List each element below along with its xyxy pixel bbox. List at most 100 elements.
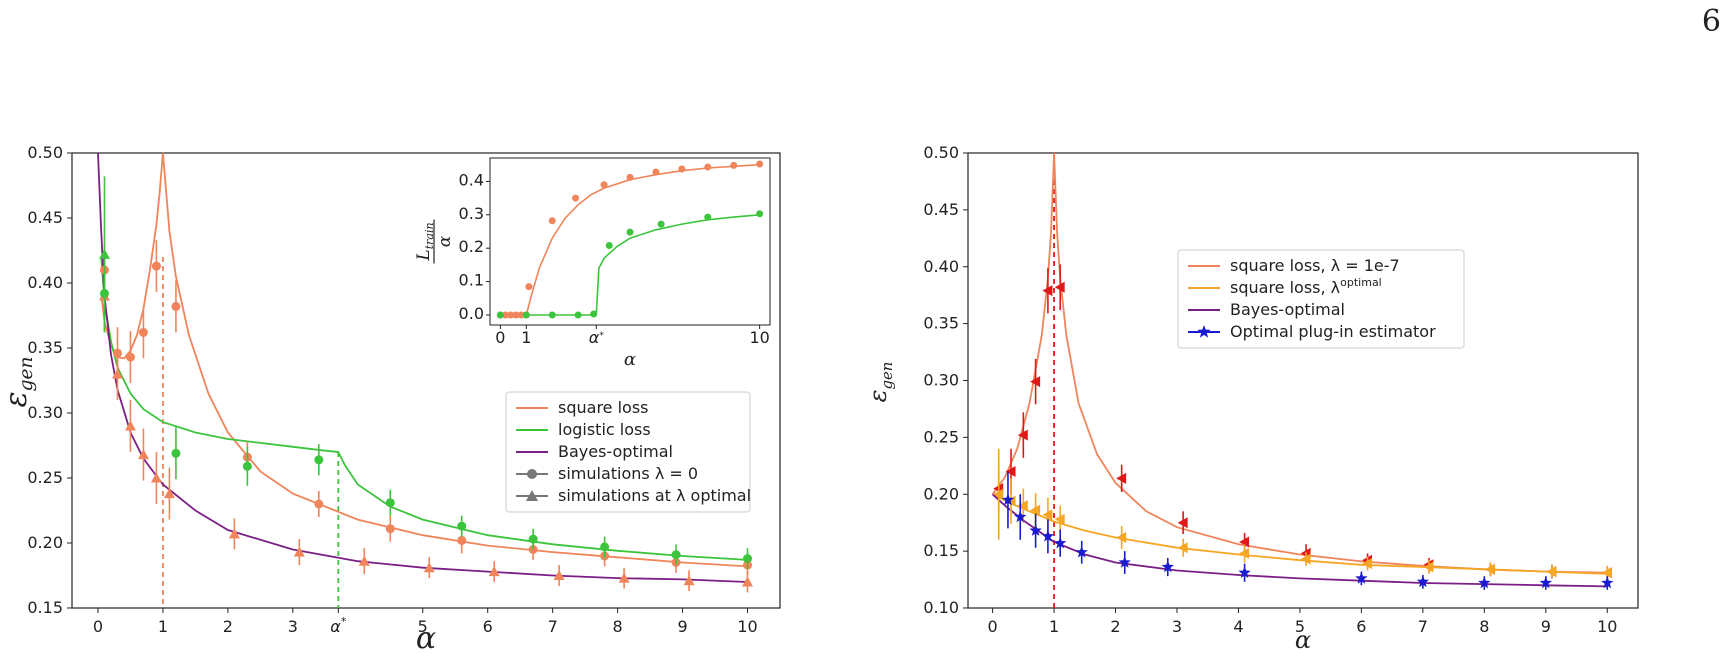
y-tick-label: 0.20 <box>923 484 959 503</box>
y-tick-label: 0.30 <box>27 403 63 422</box>
data-point <box>1054 536 1067 549</box>
data-point <box>1355 571 1368 584</box>
inset-data-point <box>605 242 613 250</box>
y-tick-label: 0.40 <box>923 257 959 276</box>
data-point <box>293 546 305 557</box>
inset-x-tick-label: 10 <box>749 328 769 347</box>
data-point <box>171 448 181 458</box>
data-point <box>742 576 754 587</box>
inset-data-point <box>652 168 660 176</box>
inset-data-point <box>756 160 764 168</box>
data-point <box>385 498 395 508</box>
y-tick-label: 0.10 <box>923 598 959 617</box>
data-point <box>314 499 324 509</box>
data-point <box>457 521 467 531</box>
data-point <box>1054 513 1065 525</box>
x-tick-label: 8 <box>1479 617 1489 636</box>
data-point <box>1601 576 1614 589</box>
data-point <box>1042 509 1053 521</box>
y-tick-label: 0.15 <box>923 541 959 560</box>
data-point <box>528 534 538 544</box>
panel-left: 0.150.200.250.300.350.400.450.500 1 2 3 α* 5 6… <box>0 143 781 656</box>
y-tick-label: 0.45 <box>27 208 63 227</box>
inset-data-point <box>512 311 520 319</box>
inset-data-point <box>626 228 634 236</box>
inset-data-point <box>678 165 686 173</box>
data-point <box>423 562 435 573</box>
data-point <box>1118 556 1131 568</box>
inset-data-point <box>572 194 580 202</box>
x-tick-label: 3 <box>288 617 298 636</box>
series-line <box>100 256 748 561</box>
y-tick-label: 0.50 <box>27 143 63 162</box>
data-point <box>1005 466 1016 477</box>
y-tick-label: 0.45 <box>923 200 959 219</box>
data-point <box>1017 429 1028 441</box>
x-tick-label: 7 <box>548 617 558 636</box>
inset-data-point <box>574 311 582 319</box>
series-line <box>992 493 1608 575</box>
x-tick-label: 2 <box>223 617 233 636</box>
y-tick-label: 0.50 <box>923 143 959 162</box>
legend-marker <box>526 490 538 501</box>
data-point <box>151 261 161 271</box>
data-point <box>1177 517 1188 529</box>
y-tick-label: 0.30 <box>923 371 959 390</box>
legend-label: square loss, λ = 1e-7 <box>1230 256 1400 275</box>
inset-data-point <box>548 217 556 225</box>
inset-x-axis-label: α <box>624 349 636 370</box>
x-tick-label: 9 <box>1541 617 1551 636</box>
legend-label: logistic loss <box>558 420 651 439</box>
y-tick-label: 0.15 <box>27 598 63 617</box>
y-tick-label: 0.20 <box>27 533 63 552</box>
legend-box <box>505 391 751 513</box>
inset-data-point <box>704 213 712 221</box>
x-tick-label: 0 <box>987 617 997 636</box>
data-point <box>124 420 136 431</box>
x-tick-label: 9 <box>677 617 687 636</box>
data-point <box>1239 536 1250 548</box>
inset-y-tick-label: 0.4 <box>459 170 484 189</box>
legend-label: simulations at λ optimal <box>558 486 751 505</box>
data-point <box>98 248 110 259</box>
legend-label: square loss <box>558 398 649 417</box>
x-tick-label: 6 <box>1356 617 1366 636</box>
inset-y-tick-label: 0.2 <box>459 237 484 256</box>
inset-data-point <box>507 311 515 319</box>
inset-data-point <box>522 311 530 319</box>
inset-series-line <box>500 163 760 316</box>
series-line <box>97 152 748 583</box>
x-tick-label: 3 <box>1172 617 1182 636</box>
x-tick-label: 4 <box>1233 617 1243 636</box>
data-point <box>553 570 565 580</box>
x-tick-label: 6 <box>483 617 493 636</box>
data-point <box>683 575 695 586</box>
legend-marker <box>1197 325 1211 338</box>
data-point <box>385 524 395 534</box>
inset-x-tick-label: 1 <box>521 328 531 347</box>
inset-x-tick-label: α* <box>589 328 605 347</box>
data-point <box>1014 510 1027 523</box>
x-tick-label: 7 <box>1418 617 1428 636</box>
data-point <box>242 461 252 471</box>
x-tick-label: 5 <box>1295 617 1305 636</box>
data-point <box>171 301 181 311</box>
inset-data-point <box>525 283 533 291</box>
inset-series-line <box>500 214 760 316</box>
data-point <box>1030 376 1041 388</box>
y-tick-label: 0.40 <box>27 273 63 292</box>
data-point <box>1030 504 1041 516</box>
data-point <box>1017 500 1028 512</box>
inset-data-point <box>496 311 504 319</box>
x-tick-label: 8 <box>613 617 623 636</box>
data-point <box>618 572 630 583</box>
inset-data-point <box>756 210 764 218</box>
inset-data-point <box>548 311 556 319</box>
x-tick-label: 10 <box>737 617 757 636</box>
inset-data-point <box>600 181 608 189</box>
data-point <box>1300 553 1311 565</box>
data-point <box>1546 566 1557 578</box>
x-tick-label: 5 <box>418 617 428 636</box>
x-axis-label: α <box>1295 626 1311 654</box>
data-point <box>1539 576 1552 589</box>
